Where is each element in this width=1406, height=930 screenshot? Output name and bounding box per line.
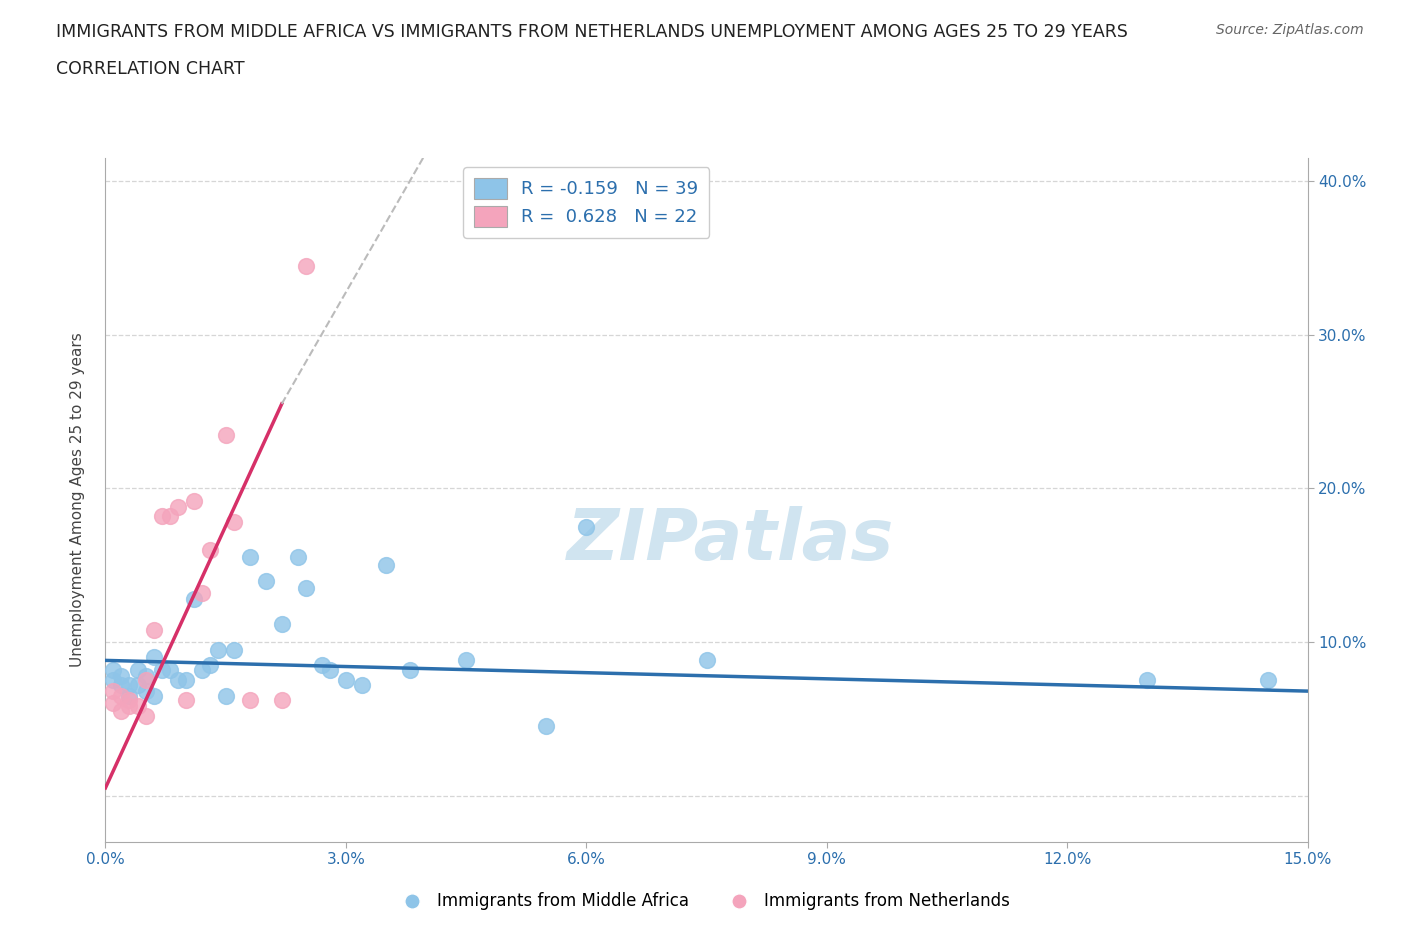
Point	[127, 699, 149, 714]
Point	[174, 673, 197, 688]
Point	[110, 669, 132, 684]
Point	[127, 678, 149, 693]
Point	[103, 673, 125, 688]
Point	[374, 558, 398, 573]
Point	[166, 499, 188, 514]
Point	[239, 693, 262, 708]
Text: CORRELATION CHART: CORRELATION CHART	[56, 60, 245, 78]
Point	[295, 580, 318, 595]
Point	[118, 699, 141, 714]
Point	[198, 542, 221, 557]
Point	[214, 688, 236, 703]
Point	[1257, 673, 1279, 688]
Point	[110, 688, 132, 703]
Point	[118, 693, 141, 708]
Point	[696, 653, 718, 668]
Point	[135, 684, 157, 698]
Point	[214, 427, 236, 442]
Point	[159, 662, 181, 677]
Y-axis label: Unemployment Among Ages 25 to 29 years: Unemployment Among Ages 25 to 29 years	[70, 333, 84, 667]
Point	[534, 719, 557, 734]
Point	[311, 658, 333, 672]
Point	[142, 650, 165, 665]
Point	[135, 673, 157, 688]
Point	[118, 678, 141, 693]
Point	[399, 662, 422, 677]
Point	[159, 509, 181, 524]
Point	[110, 704, 132, 719]
Point	[150, 662, 173, 677]
Point	[319, 662, 342, 677]
Point	[118, 688, 141, 703]
Point	[110, 678, 132, 693]
Point	[150, 509, 173, 524]
Point	[183, 493, 205, 508]
Point	[350, 678, 373, 693]
Point	[1136, 673, 1159, 688]
Text: Source: ZipAtlas.com: Source: ZipAtlas.com	[1216, 23, 1364, 37]
Point	[222, 514, 245, 529]
Point	[270, 693, 292, 708]
Point	[287, 550, 309, 565]
Point	[295, 259, 318, 273]
Point	[183, 591, 205, 606]
Point	[174, 693, 197, 708]
Point	[166, 673, 188, 688]
Legend: R = -0.159   N = 39, R =  0.628   N = 22: R = -0.159 N = 39, R = 0.628 N = 22	[464, 167, 709, 238]
Point	[198, 658, 221, 672]
Point	[575, 519, 598, 534]
Point	[335, 673, 357, 688]
Legend: Immigrants from Middle Africa, Immigrants from Netherlands: Immigrants from Middle Africa, Immigrant…	[389, 885, 1017, 917]
Point	[222, 643, 245, 658]
Point	[239, 550, 262, 565]
Point	[254, 573, 277, 588]
Point	[103, 684, 125, 698]
Point	[190, 585, 212, 600]
Point	[207, 643, 229, 658]
Point	[142, 688, 165, 703]
Point	[135, 669, 157, 684]
Text: IMMIGRANTS FROM MIDDLE AFRICA VS IMMIGRANTS FROM NETHERLANDS UNEMPLOYMENT AMONG : IMMIGRANTS FROM MIDDLE AFRICA VS IMMIGRA…	[56, 23, 1128, 41]
Point	[454, 653, 477, 668]
Point	[127, 662, 149, 677]
Point	[103, 696, 125, 711]
Point	[190, 662, 212, 677]
Point	[135, 709, 157, 724]
Point	[270, 616, 292, 631]
Text: ZIPatlas: ZIPatlas	[567, 507, 894, 576]
Point	[103, 662, 125, 677]
Point	[142, 622, 165, 637]
